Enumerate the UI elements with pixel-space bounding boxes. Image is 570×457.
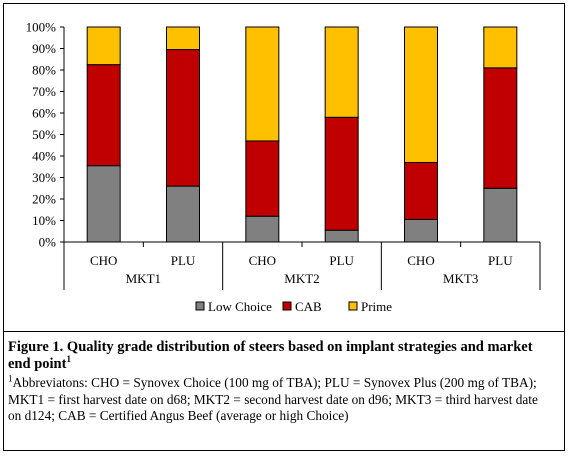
caption-note-footnote-mark: 1	[8, 373, 13, 384]
legend-label: CAB	[295, 299, 322, 314]
bar-segment-cab	[324, 116, 359, 231]
bar-segment-cab	[166, 49, 200, 187]
y-tick-label: 50%	[32, 127, 56, 142]
caption-note-text: Abbreviatons: CHO = Synovex Choice (100 …	[8, 375, 538, 423]
x-category-label: CHO	[90, 253, 117, 268]
x-category-label: PLU	[488, 253, 513, 268]
y-tick-label: 10%	[32, 213, 56, 228]
bar-segment-cab	[404, 161, 438, 220]
caption-note: 1Abbreviatons: CHO = Synovex Choice (100…	[8, 373, 554, 425]
x-group-label: MKT2	[284, 271, 319, 286]
y-tick-label: 90%	[32, 41, 56, 56]
bar-segment-low-choice	[404, 218, 438, 243]
caption-title-footnote-mark: 1	[66, 354, 71, 365]
x-category-label: CHO	[407, 253, 434, 268]
x-category-label: PLU	[171, 253, 196, 268]
x-group-label: MKT3	[443, 271, 478, 286]
figure-caption: Figure 1. Quality grade distribution of …	[8, 339, 554, 425]
legend-label: Prime	[361, 299, 392, 314]
chart-legend: Low Choice CAB Prime	[195, 299, 392, 314]
bar-segment-prime	[404, 26, 438, 163]
y-tick-label: 80%	[32, 63, 56, 78]
bar-segment-low-choice	[166, 185, 200, 243]
y-tick-label: 20%	[32, 192, 56, 207]
legend-label: Low Choice	[208, 299, 272, 314]
bar-segment-low-choice	[86, 165, 121, 243]
bar-segment-cab	[86, 64, 121, 167]
chart-bars	[86, 26, 518, 243]
bar-segment-low-choice	[483, 187, 518, 243]
y-tick-labels: 0% 10% 20% 30% 40% 50% 60% 70% 80% 90% 100%	[26, 20, 57, 250]
bar-segment-prime	[245, 26, 280, 142]
bar-segment-prime	[324, 26, 359, 118]
bar-segment-prime	[86, 26, 121, 66]
x-category-label: PLU	[329, 253, 354, 268]
bar-segment-low-choice	[245, 215, 280, 243]
bar-segment-cab	[483, 67, 518, 189]
x-category-label: CHO	[249, 253, 276, 268]
legend-swatch	[282, 301, 292, 311]
stacked-bar-chart: 0% 10% 20% 30% 40% 50% 60% 70% 80% 90% 100% CHO PLU…	[26, 20, 541, 314]
legend-swatch	[348, 301, 358, 311]
y-tick-label: 100%	[26, 20, 57, 35]
figure-frame	[3, 3, 565, 451]
caption-title: Figure 1. Quality grade distribution of …	[8, 339, 554, 373]
x-group-label: MKT1	[126, 271, 161, 286]
y-tick-label: 60%	[32, 106, 56, 121]
bar-segment-low-choice	[324, 229, 359, 243]
bar-segment-prime	[483, 26, 518, 69]
y-tick-label: 0%	[39, 235, 57, 250]
caption-divider	[4, 331, 564, 332]
bar-segment-cab	[245, 140, 280, 217]
caption-title-text: Figure 1. Quality grade distribution of …	[8, 339, 533, 372]
chart-axes	[60, 26, 541, 290]
legend-swatch	[195, 301, 205, 311]
y-tick-label: 40%	[32, 149, 56, 164]
y-tick-label: 70%	[32, 84, 56, 99]
bar-segment-prime	[166, 26, 200, 51]
y-tick-label: 30%	[32, 170, 56, 185]
x-category-labels: CHO PLU CHO PLU CHO PLU MKT1 MKT2 MKT3	[90, 253, 513, 286]
